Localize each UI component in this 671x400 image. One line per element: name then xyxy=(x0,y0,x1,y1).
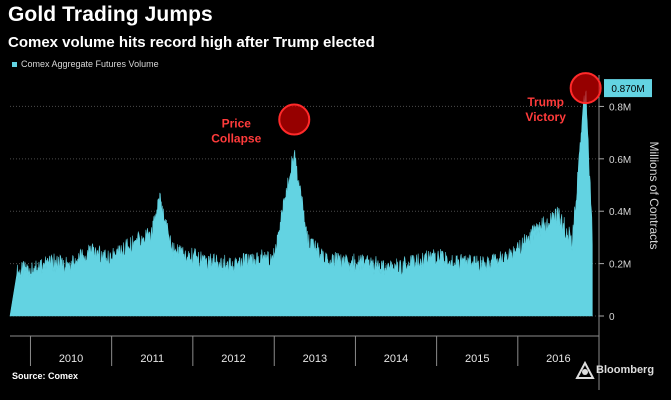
legend: Comex Aggregate Futures Volume xyxy=(12,59,159,69)
x-tick-label: 2010 xyxy=(59,353,83,365)
y-tick-label: 0 xyxy=(609,312,615,323)
x-tick-label: 2014 xyxy=(384,353,408,365)
axis-layer xyxy=(10,75,604,390)
annotation-label: Victory xyxy=(525,110,566,124)
legend-swatch xyxy=(12,61,17,67)
x-tick-label: 2011 xyxy=(140,353,164,365)
annotation-marker xyxy=(278,103,311,136)
y-tick-label: 0.4M xyxy=(609,207,631,218)
annotation-label: Trump xyxy=(527,95,564,109)
legend-label: Comex Aggregate Futures Volume xyxy=(21,59,159,69)
chart-title: Gold Trading Jumps xyxy=(8,3,213,26)
last-value-badge xyxy=(604,79,652,98)
x-tick-label: 2015 xyxy=(465,353,489,365)
x-tick-label: 2013 xyxy=(303,353,327,365)
annotation-label: Price xyxy=(222,117,252,131)
bloomberg-logo-icon xyxy=(575,361,595,379)
x-tick-label: 2012 xyxy=(221,353,245,365)
x-tick-label: 2016 xyxy=(546,353,570,365)
y-axis-label: Millions of Contracts xyxy=(647,141,661,249)
y-tick-label: 0.8M xyxy=(609,102,631,113)
last-value-label: 0.870M xyxy=(611,84,644,95)
annotation-label: Collapse xyxy=(211,132,261,146)
chart-subtitle: Comex volume hits record high after Trum… xyxy=(8,34,375,51)
source-note: Source: Comex xyxy=(12,371,79,381)
y-tick-label: 0.2M xyxy=(609,260,631,271)
y-tick-label: 0.6M xyxy=(609,155,631,166)
area-series xyxy=(9,90,593,317)
brand-name: Bloomberg xyxy=(596,364,655,376)
label-layer: 0 0.2M 0.4M 0.6M 0.8M Millions of Contracts 20… xyxy=(59,79,661,365)
annotation-marker xyxy=(569,72,602,105)
